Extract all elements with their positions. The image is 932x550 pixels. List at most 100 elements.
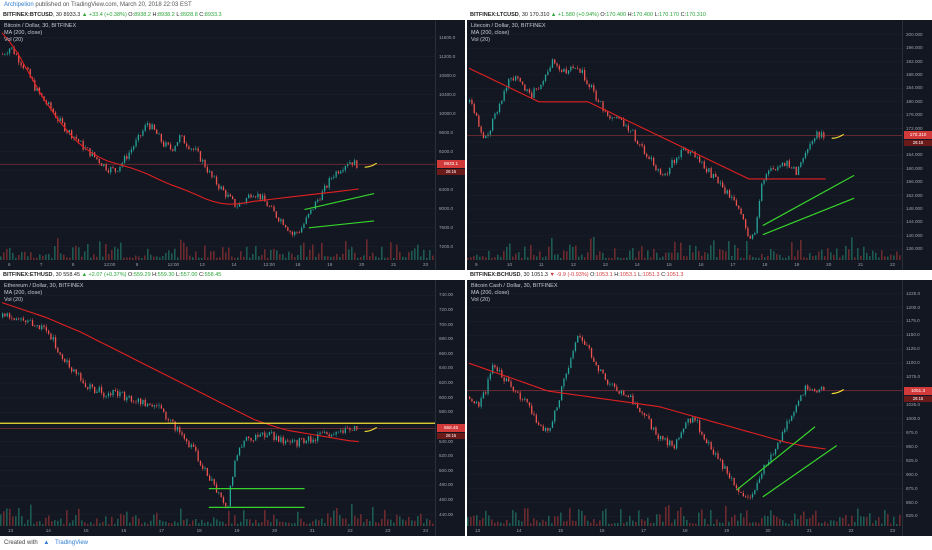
price-chart-svg[interactable] bbox=[0, 280, 435, 526]
volume-bar bbox=[689, 522, 691, 526]
volume-label[interactable]: Vol (20) bbox=[471, 37, 490, 43]
price-chart-svg[interactable] bbox=[0, 20, 435, 260]
chart-pane[interactable]: Ethereum / Dollar, 30, BITFINEX MA (200, … bbox=[0, 280, 465, 536]
volume-bar bbox=[285, 257, 287, 260]
candle-body bbox=[526, 398, 528, 403]
ma-label[interactable]: MA (200, close) bbox=[471, 290, 510, 296]
candle-body bbox=[133, 401, 135, 403]
candle-body bbox=[802, 158, 804, 163]
volume-label[interactable]: Vol (20) bbox=[4, 297, 23, 303]
candle-body bbox=[745, 496, 747, 497]
x-tick-label: 19 bbox=[327, 262, 333, 267]
candle-body bbox=[229, 194, 231, 197]
candle-body bbox=[71, 130, 73, 139]
volume-bar bbox=[620, 509, 622, 526]
x-tick-label: 21 bbox=[858, 262, 864, 267]
volume-bar bbox=[318, 253, 320, 260]
candle-body bbox=[121, 162, 123, 167]
candle-body bbox=[508, 79, 510, 88]
candle-body bbox=[765, 464, 767, 466]
volume-bar bbox=[192, 520, 194, 526]
candle-body bbox=[809, 143, 811, 150]
trend-channel-line[interactable] bbox=[308, 220, 375, 229]
volume-bar bbox=[282, 254, 284, 260]
volume-bar bbox=[372, 507, 374, 526]
price-axis[interactable]: 1225.0 1200.0 1175.0 1150.0 1125.0 1100.0 1075… bbox=[902, 280, 932, 536]
candle-body bbox=[512, 78, 514, 81]
volume-bar bbox=[674, 519, 676, 526]
candle-body bbox=[820, 132, 823, 138]
candle-body bbox=[197, 148, 199, 152]
ma-label[interactable]: MA (200, close) bbox=[4, 290, 43, 296]
author-link[interactable]: Archipelion bbox=[4, 2, 34, 8]
x-tick-label: 23 bbox=[890, 528, 896, 533]
candle-body bbox=[317, 199, 319, 202]
projection-curve[interactable] bbox=[364, 162, 378, 168]
volume-bar bbox=[818, 251, 820, 260]
candle-body bbox=[685, 148, 687, 151]
volume-bar bbox=[369, 256, 371, 260]
y-tick-label: 875.0 bbox=[906, 485, 918, 491]
x-tick-label: 24 bbox=[423, 528, 429, 533]
volume-bar bbox=[794, 513, 796, 526]
trend-channel-line[interactable] bbox=[304, 193, 375, 211]
projection-curve[interactable] bbox=[364, 426, 378, 432]
ma-label[interactable]: MA (200, close) bbox=[471, 30, 510, 36]
y-tick-label: 520.00 bbox=[439, 453, 454, 459]
x-tick-label: 22 bbox=[347, 528, 353, 533]
candle-body bbox=[146, 123, 149, 126]
symbol-code[interactable]: BITFINEX:ETHUSD bbox=[3, 272, 53, 278]
volume-bar bbox=[491, 519, 493, 526]
candle-body bbox=[719, 458, 721, 460]
price-chart-svg[interactable] bbox=[467, 280, 902, 526]
volume-bar bbox=[384, 257, 386, 260]
volume-bar bbox=[147, 523, 149, 526]
price-chart-svg[interactable] bbox=[467, 20, 902, 260]
candle-body bbox=[257, 435, 259, 437]
candle-body bbox=[209, 171, 211, 173]
candle-body bbox=[130, 149, 133, 153]
candle-body bbox=[533, 413, 535, 416]
trend-channel-line[interactable] bbox=[762, 174, 855, 227]
price-change: ▼ -9.9 (-0.93%) bbox=[547, 272, 589, 278]
tradingview-logo-icon[interactable]: ▲ bbox=[43, 540, 50, 546]
price-axis[interactable]: 200.000 196.000 192.000 188.000 184.000 180.0… bbox=[902, 20, 932, 270]
volume-bar bbox=[713, 240, 715, 260]
symbol-code[interactable]: BITFINEX:BTCUSD bbox=[3, 12, 53, 18]
candle-body bbox=[41, 325, 43, 330]
trend-channel-line[interactable] bbox=[762, 197, 855, 236]
volume-bar bbox=[605, 508, 607, 526]
volume-bar bbox=[360, 514, 362, 526]
symbol-code[interactable]: BITFINEX:BCHUSD bbox=[470, 272, 521, 278]
x-tick-label: 18 bbox=[762, 262, 768, 267]
volume-bar bbox=[348, 249, 350, 260]
candle-body bbox=[144, 399, 146, 407]
volume-bar bbox=[656, 514, 658, 526]
volume-label[interactable]: Vol (20) bbox=[4, 37, 23, 43]
projection-curve[interactable] bbox=[831, 389, 845, 395]
volume-bar bbox=[90, 522, 92, 526]
chart-pane[interactable]: Bitcoin Cash / Dollar, 30, BITFINEX MA (2… bbox=[467, 280, 932, 536]
volume-label[interactable]: Vol (20) bbox=[471, 297, 490, 303]
candle-body bbox=[54, 337, 57, 349]
tradingview-link[interactable]: TradingView bbox=[54, 540, 89, 546]
price-axis[interactable]: 11600.0 11200.0 10800.0 10400.0 10000.0 9600.… bbox=[435, 20, 465, 270]
volume-bar bbox=[506, 246, 508, 260]
trend-channel-line[interactable] bbox=[736, 426, 816, 491]
chart-pane[interactable]: Bitcoin / Dollar, 30, BITFINEX MA (200, c… bbox=[0, 20, 465, 270]
trend-channel-line[interactable] bbox=[762, 444, 838, 498]
volume-bar bbox=[470, 257, 472, 260]
volume-bar bbox=[429, 519, 431, 526]
candle-body bbox=[731, 477, 733, 479]
candle-body bbox=[636, 140, 639, 145]
candle-body bbox=[123, 391, 126, 401]
projection-curve[interactable] bbox=[831, 133, 845, 139]
ma-label[interactable]: MA (200, close) bbox=[4, 30, 43, 36]
chart-pane[interactable]: Litecoin / Dollar, 30, BITFINEX MA (200, … bbox=[467, 20, 932, 270]
candle-body bbox=[287, 227, 289, 231]
volume-bar bbox=[875, 252, 877, 260]
symbol-code[interactable]: BITFINEX:LTCUSD bbox=[470, 12, 519, 18]
price-axis[interactable]: 740.00 720.00 700.00 680.00 660.00 640.00 620.… bbox=[435, 280, 465, 536]
volume-bar bbox=[30, 252, 32, 260]
volume-bar bbox=[69, 257, 71, 260]
